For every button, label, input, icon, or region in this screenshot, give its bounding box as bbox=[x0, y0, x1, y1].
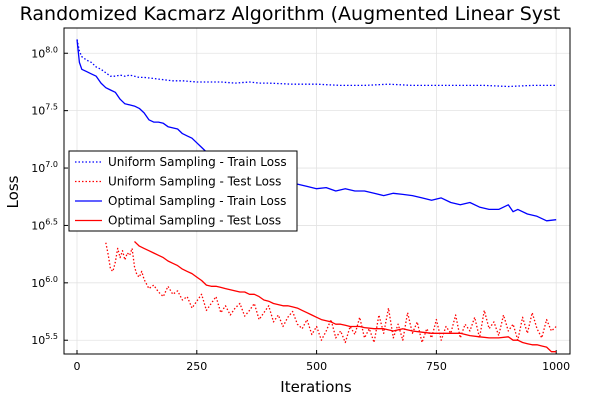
y-tick-label: 107.0 bbox=[31, 160, 58, 175]
x-tick-label: 250 bbox=[186, 360, 207, 373]
series-line-0 bbox=[76, 39, 557, 88]
legend-label: Uniform Sampling - Test Loss bbox=[108, 175, 281, 189]
y-tick-exponent: 6.0 bbox=[45, 275, 58, 284]
y-tick-label: 107.5 bbox=[31, 103, 58, 118]
x-tick-label: 1000 bbox=[542, 360, 570, 373]
y-tick-base: 10 bbox=[31, 334, 45, 347]
y-tick-exponent: 6.5 bbox=[45, 217, 58, 226]
y-tick-base: 10 bbox=[31, 162, 45, 175]
y-axis-label: Loss bbox=[4, 175, 22, 208]
y-tick-base: 10 bbox=[31, 219, 45, 232]
chart-title: Randomized Kacmarz Algorithm (Augmented … bbox=[20, 3, 561, 25]
y-tick-exponent: 8.0 bbox=[45, 45, 58, 54]
x-tick-label: 0 bbox=[74, 360, 81, 373]
series-line-3 bbox=[134, 241, 557, 353]
legend-box bbox=[68, 150, 298, 232]
legend: Uniform Sampling - Train Loss Uniform Sam… bbox=[68, 150, 298, 232]
y-tick-label: 105.5 bbox=[31, 332, 58, 347]
grid-lines bbox=[64, 28, 570, 354]
y-tick-label: 106.0 bbox=[31, 275, 58, 290]
y-tick-label: 108.0 bbox=[31, 45, 58, 60]
x-tick-label: 750 bbox=[426, 360, 447, 373]
x-axis-ticks: 0 250 500 750 1000 bbox=[74, 350, 570, 373]
legend-label: Uniform Sampling - Train Loss bbox=[108, 155, 287, 169]
y-tick-base: 10 bbox=[31, 47, 45, 60]
y-tick-base: 10 bbox=[31, 277, 45, 290]
legend-label: Optimal Sampling - Train Loss bbox=[108, 194, 286, 208]
y-tick-exponent: 7.0 bbox=[45, 160, 58, 169]
y-tick-exponent: 7.5 bbox=[45, 103, 58, 112]
x-axis-label: Iterations bbox=[280, 378, 352, 396]
series-line-1 bbox=[105, 242, 557, 344]
y-tick-label: 106.5 bbox=[31, 217, 58, 232]
legend-label: Optimal Sampling - Test Loss bbox=[108, 214, 281, 228]
y-tick-exponent: 5.5 bbox=[45, 332, 58, 341]
x-tick-label: 500 bbox=[306, 360, 327, 373]
y-tick-base: 10 bbox=[31, 105, 45, 118]
